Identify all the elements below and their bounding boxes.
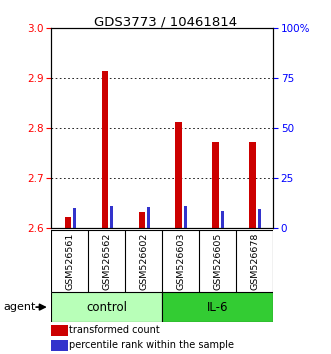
Text: GSM526562: GSM526562 <box>102 232 111 290</box>
Text: GSM526605: GSM526605 <box>213 232 222 290</box>
Bar <box>65 217 71 228</box>
Bar <box>102 71 108 228</box>
Text: control: control <box>86 301 127 314</box>
FancyBboxPatch shape <box>162 292 273 322</box>
Text: agent: agent <box>3 302 36 312</box>
Bar <box>110 206 114 228</box>
Bar <box>139 212 145 228</box>
Text: transformed count: transformed count <box>69 325 160 335</box>
Text: GDS3773 / 10461814: GDS3773 / 10461814 <box>94 16 237 29</box>
Text: percentile rank within the sample: percentile rank within the sample <box>69 340 234 350</box>
Text: GSM526678: GSM526678 <box>250 232 259 290</box>
Bar <box>250 142 256 228</box>
Bar <box>51 325 68 336</box>
Bar <box>220 211 224 228</box>
Bar <box>258 209 261 228</box>
Text: GSM526602: GSM526602 <box>139 232 148 290</box>
Bar <box>73 208 76 228</box>
Text: GSM526603: GSM526603 <box>176 232 185 290</box>
Text: GSM526561: GSM526561 <box>65 232 74 290</box>
FancyBboxPatch shape <box>51 292 162 322</box>
Bar <box>175 122 182 228</box>
Bar <box>184 206 187 228</box>
Bar <box>147 207 150 228</box>
Text: IL-6: IL-6 <box>207 301 228 314</box>
Bar <box>51 340 68 351</box>
Bar <box>213 142 219 228</box>
